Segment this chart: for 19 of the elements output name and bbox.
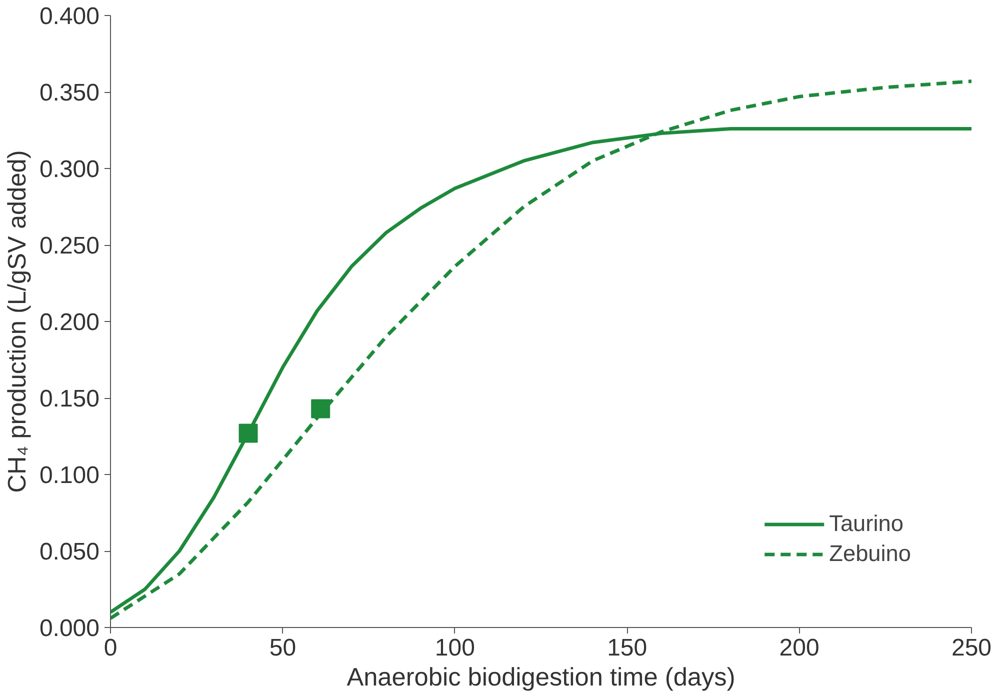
y-tick-label: 0.250: [39, 232, 100, 260]
legend-label: Taurino: [829, 510, 904, 537]
y-tick-label: 0.100: [39, 462, 100, 489]
y-tick-label: 0.000: [39, 615, 100, 642]
x-tick-label: 50: [269, 634, 296, 662]
y-tick-label: 0.050: [39, 538, 100, 566]
y-tick-label: 0.200: [39, 309, 100, 336]
y-tick-label: 0.400: [39, 3, 100, 30]
y-tick-label: 0.350: [39, 80, 100, 106]
y-axis-title: CH₄ production (L/gSV added): [3, 150, 32, 493]
x-axis-title: Anaerobic biodigestion time (days): [346, 664, 736, 692]
x-tick-label: 150: [607, 634, 648, 662]
y-tick-label: 0.150: [39, 386, 100, 412]
x-tick-label: 100: [434, 634, 475, 662]
y-tick-label: 0.300: [39, 156, 100, 183]
legend-label: Zebuino: [829, 540, 911, 567]
x-tick-label: 250: [951, 634, 992, 662]
x-tick-label: 0: [104, 634, 118, 662]
x-tick-label: 200: [779, 634, 820, 662]
